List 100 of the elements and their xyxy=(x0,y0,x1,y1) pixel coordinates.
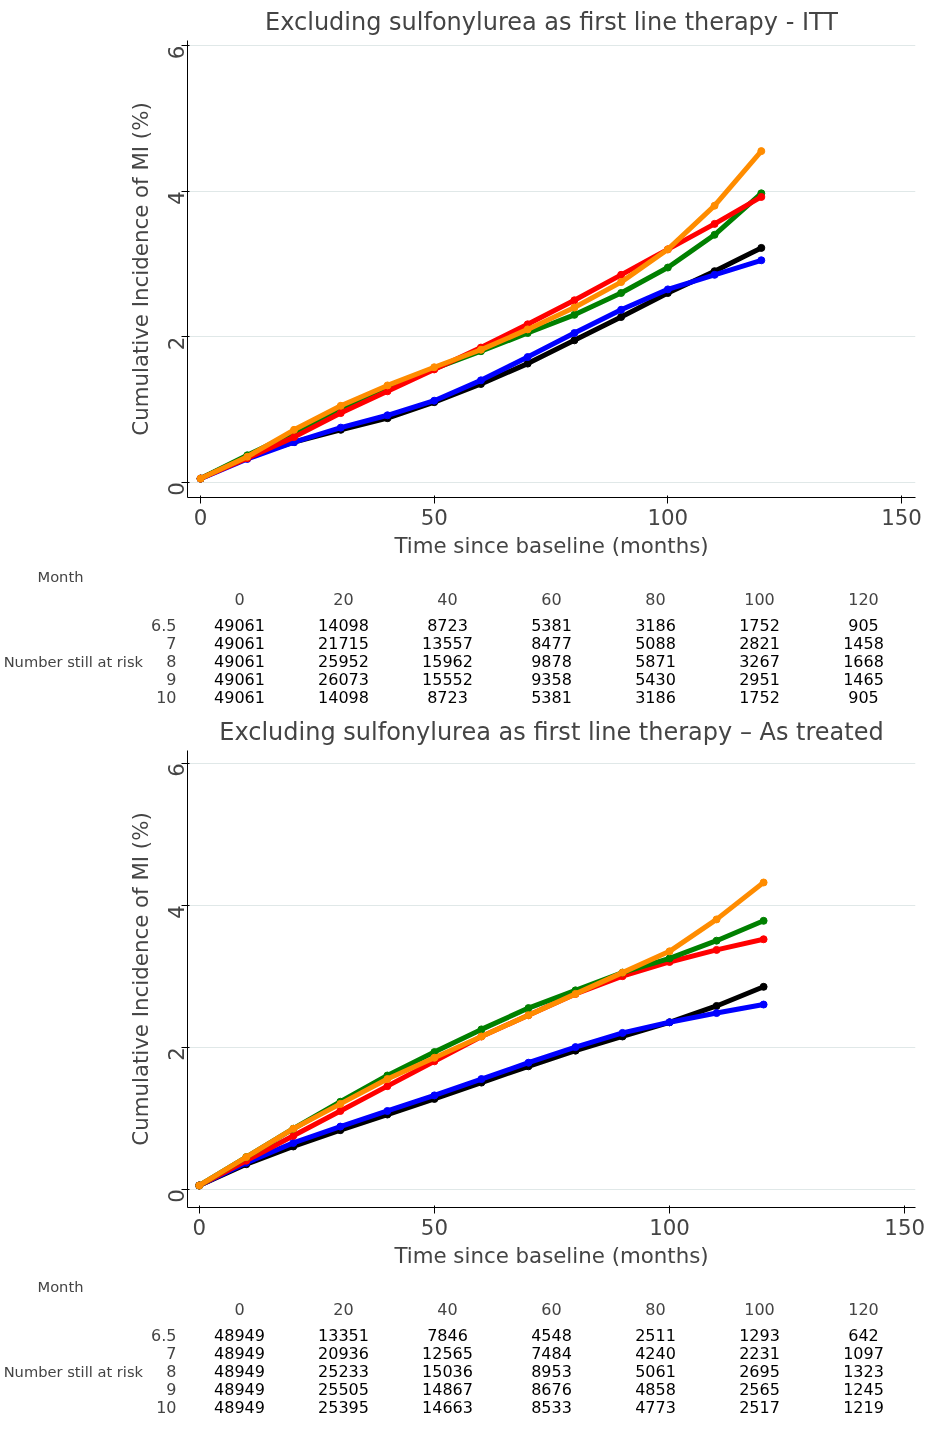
data-label: 2821 xyxy=(739,633,780,653)
data-label: 15962 xyxy=(422,652,473,671)
data-label: 49061 xyxy=(214,688,265,708)
x-tick-label: 80 xyxy=(645,1299,666,1319)
data-label: 1097 xyxy=(843,1343,884,1363)
data-label: 2565 xyxy=(739,1380,780,1400)
x-tick-label: 60 xyxy=(541,589,562,609)
x-tick-label: 120 xyxy=(848,1299,879,1319)
data-label: 26073 xyxy=(318,670,369,690)
x-axis-title: Time since baseline (months) xyxy=(393,532,709,558)
data-label: 49061 xyxy=(214,670,265,690)
x-tick-label: 100 xyxy=(744,589,775,609)
x-tick-label: 0 xyxy=(234,1299,245,1319)
data-label: 14098 xyxy=(318,615,369,635)
data-label: 7846 xyxy=(427,1325,468,1345)
y-tick-label: 6.5 xyxy=(151,615,177,635)
data-label: 25505 xyxy=(318,1380,369,1400)
data-label: 48949 xyxy=(214,1380,265,1400)
y-tick-label: 10 xyxy=(156,1398,177,1418)
x-tick-label: 150 xyxy=(884,1214,926,1240)
y-tick-label: 8 xyxy=(166,652,177,671)
data-label: 8723 xyxy=(427,615,468,635)
x-axis-title: Month xyxy=(37,1277,84,1295)
x-axis-title: Month xyxy=(37,567,84,585)
data-label: 2511 xyxy=(635,1325,676,1345)
x-tick-label: 40 xyxy=(437,589,458,609)
data-label: 4858 xyxy=(635,1380,676,1400)
x-tick-label: 120 xyxy=(848,589,879,609)
data-label: 1219 xyxy=(843,1398,884,1418)
y-tick-label: 8 xyxy=(166,1362,177,1381)
data-label: 1668 xyxy=(843,652,884,671)
data-label: 49061 xyxy=(214,652,265,671)
data-label: 4240 xyxy=(635,1343,676,1363)
data-label: 8723 xyxy=(427,688,468,708)
chart-title: Excluding sulfonylurea as first line therapy – As treated xyxy=(219,717,884,746)
y-tick-label: 7 xyxy=(166,633,177,653)
data-label: 1293 xyxy=(739,1325,780,1345)
data-label: 642 xyxy=(848,1325,879,1345)
data-label: 8676 xyxy=(531,1380,572,1400)
data-label: 12565 xyxy=(422,1343,473,1363)
y-tick-label: 7 xyxy=(166,1343,177,1363)
data-label: 3186 xyxy=(635,615,676,635)
y-axis-title: Number still at risk xyxy=(3,652,144,670)
x-tick-label: 100 xyxy=(744,1299,775,1319)
x-tick-label: 50 xyxy=(420,504,448,530)
data-label: 2951 xyxy=(739,670,780,690)
data-label: 14663 xyxy=(422,1398,473,1418)
x-tick-label: 0 xyxy=(234,589,245,609)
data-label: 2695 xyxy=(739,1362,780,1381)
x-tick-label: 20 xyxy=(333,589,354,609)
data-label: 5088 xyxy=(635,633,676,653)
x-tick-label: 100 xyxy=(647,504,689,530)
x-axis-title: Time since baseline (months) xyxy=(393,1242,709,1268)
data-label: 15552 xyxy=(422,670,473,690)
y-tick-label: 4 xyxy=(164,191,190,205)
y-tick-label: 6.5 xyxy=(151,1325,177,1345)
data-label: 25233 xyxy=(318,1362,369,1381)
data-label: 5871 xyxy=(635,652,676,671)
data-label: 9358 xyxy=(531,670,572,690)
y-axis-title: Cumulative Incidence of MI (%) xyxy=(127,102,153,436)
data-label: 1458 xyxy=(843,633,884,653)
x-tick-label: 150 xyxy=(881,504,922,530)
data-label: 49061 xyxy=(214,615,265,635)
data-label: 5381 xyxy=(531,688,572,708)
data-label: 15036 xyxy=(422,1362,473,1381)
data-label: 14867 xyxy=(422,1380,473,1400)
x-tick-label: 60 xyxy=(541,1299,562,1319)
x-tick-label: 0 xyxy=(192,1214,207,1240)
data-label: 3267 xyxy=(739,652,780,671)
x-tick-label: 20 xyxy=(333,1299,354,1319)
y-axis-title: Number still at risk xyxy=(3,1362,144,1380)
data-label: 8953 xyxy=(531,1362,572,1381)
data-label: 25395 xyxy=(318,1398,369,1418)
data-label: 5430 xyxy=(635,670,676,690)
data-label: 1465 xyxy=(843,670,884,690)
y-tick-label: 4 xyxy=(164,905,190,919)
data-label: 8477 xyxy=(531,633,572,653)
data-label: 7484 xyxy=(531,1343,572,1363)
y-tick-label: 0 xyxy=(164,482,190,496)
data-label: 13557 xyxy=(422,633,473,653)
data-label: 48949 xyxy=(214,1398,265,1418)
data-label: 1245 xyxy=(843,1380,884,1400)
data-label: 4773 xyxy=(635,1398,676,1418)
data-label: 48949 xyxy=(214,1325,265,1345)
x-tick-label: 100 xyxy=(649,1214,690,1240)
data-label: 1752 xyxy=(739,688,780,708)
x-tick-label: 50 xyxy=(420,1214,448,1240)
y-tick-label: 0 xyxy=(164,1189,190,1203)
data-label: 905 xyxy=(848,688,879,708)
data-label: 49061 xyxy=(214,633,265,653)
data-label: 5061 xyxy=(635,1362,676,1381)
data-label: 2517 xyxy=(739,1398,780,1418)
data-label: 48949 xyxy=(214,1362,265,1381)
data-label: 13351 xyxy=(318,1325,369,1345)
data-label: 5381 xyxy=(531,615,572,635)
data-label: 20936 xyxy=(318,1343,369,1363)
data-label: 3186 xyxy=(635,688,676,708)
data-label: 8533 xyxy=(531,1398,572,1418)
data-label: 48949 xyxy=(214,1343,265,1363)
x-tick-label: 0 xyxy=(193,504,208,530)
